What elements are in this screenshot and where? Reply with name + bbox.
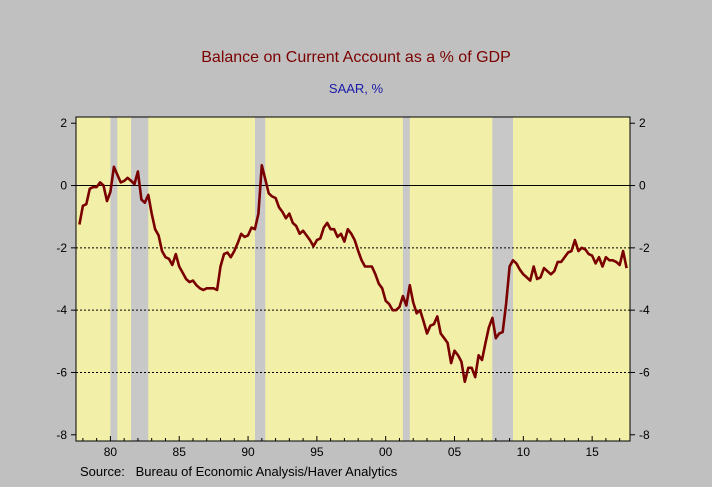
recession-bands: [110, 117, 514, 441]
y-tick-label-left: 2: [60, 116, 67, 130]
x-tick-label: 10: [517, 445, 531, 459]
y-tick-label-right: -6: [639, 365, 650, 379]
reference-lines: [76, 185, 630, 373]
y-tick-label-left: -2: [56, 241, 67, 255]
recession-band: [254, 117, 266, 441]
y-tick-label-right: -4: [639, 303, 650, 317]
x-tick-label: 15: [585, 445, 599, 459]
recession-band: [492, 117, 514, 441]
source-note: Source: Bureau of Economic Analysis/Have…: [80, 464, 398, 479]
plot-border: [75, 116, 631, 442]
x-tick-label: 85: [173, 445, 187, 459]
recession-band: [110, 117, 118, 441]
axis-ticks: 2 20 0-2 -2-4 -4-6 -6-8 -880 85 90 95 00 05 10 15: [56, 116, 650, 459]
recession-band: [402, 117, 410, 441]
y-tick-label-right: 0: [639, 179, 646, 193]
y-tick-label-left: -8: [56, 428, 67, 442]
recession-band: [131, 117, 149, 441]
y-tick-label-left: -4: [56, 303, 67, 317]
x-tick-label: 00: [379, 445, 393, 459]
plot-area: [76, 117, 630, 441]
series-lines: [78, 164, 628, 384]
x-tick-label: 95: [310, 445, 324, 459]
y-tick-label-right: 2: [639, 116, 646, 130]
x-tick-label: 05: [448, 445, 462, 459]
y-tick-label-left: -6: [56, 365, 67, 379]
x-tick-label: 80: [104, 445, 118, 459]
y-tick-label-left: 0: [60, 179, 67, 193]
x-tick-label: 90: [241, 445, 255, 459]
y-tick-label-right: -2: [639, 241, 650, 255]
chart-subtitle: SAAR, %: [329, 81, 384, 96]
y-tick-label-right: -8: [639, 428, 650, 442]
series-line: [78, 164, 628, 384]
chart-title: Balance on Current Account as a % of GDP: [201, 49, 511, 66]
